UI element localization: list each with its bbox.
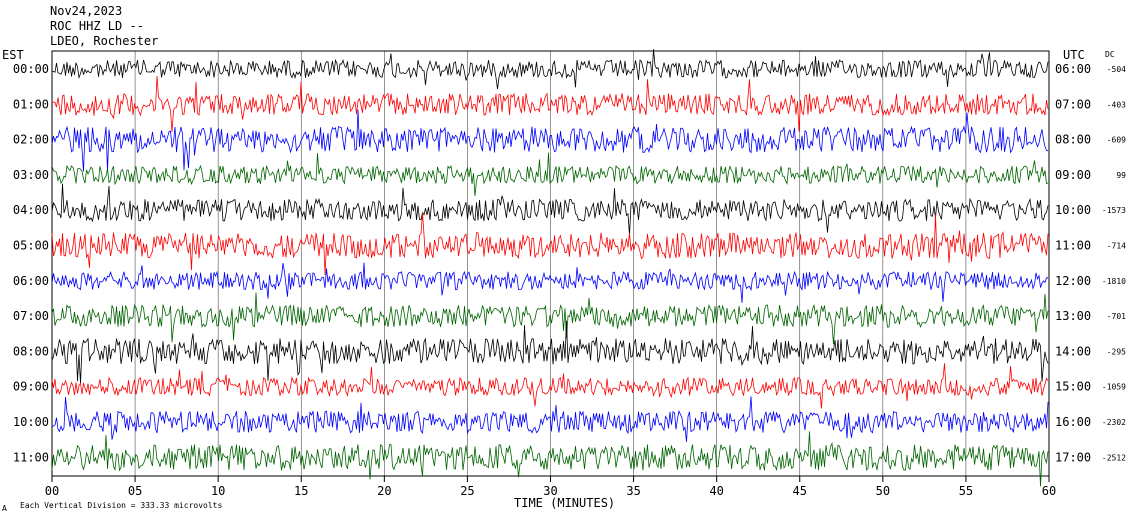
- x-tick-label-20: 20: [377, 484, 391, 498]
- est-hour-label: 04:00: [13, 203, 49, 217]
- x-tick-label-25: 25: [460, 484, 474, 498]
- utc-hour-label: 07:00: [1055, 97, 1091, 111]
- dc-offset-value: -609: [1107, 136, 1126, 145]
- est-hour-label: 02:00: [13, 133, 49, 147]
- x-tick-label-30: 30: [543, 484, 557, 498]
- trace-0000: [51, 48, 1049, 89]
- trace-0300: [51, 152, 1049, 196]
- utc-hour-label: 12:00: [1055, 274, 1091, 288]
- dc-offset-value: -504: [1107, 65, 1126, 74]
- x-tick-label-45: 45: [793, 484, 807, 498]
- est-hour-label: 09:00: [13, 380, 49, 394]
- est-hour-label: 00:00: [13, 62, 49, 76]
- trace-0500: [51, 212, 1049, 276]
- x-tick-label-05: 05: [128, 484, 142, 498]
- est-hour-label: 11:00: [13, 450, 49, 464]
- x-tick-label-10: 10: [211, 484, 225, 498]
- est-hour-label: 10:00: [13, 415, 49, 429]
- x-tick-label-40: 40: [709, 484, 723, 498]
- x-tick-label-55: 55: [959, 484, 973, 498]
- header-network: LDEO, Rochester: [50, 34, 159, 48]
- left-zone-label: EST: [2, 48, 24, 62]
- dc-offset-value: -1059: [1102, 383, 1126, 392]
- utc-hour-label: 11:00: [1055, 239, 1091, 253]
- utc-hour-label: 10:00: [1055, 203, 1091, 217]
- est-hour-label: 07:00: [13, 309, 49, 323]
- trace-0800: [51, 320, 1049, 384]
- utc-hour-label: 16:00: [1055, 415, 1091, 429]
- header-date: Nov24,2023: [50, 4, 123, 18]
- dc-offset-value: -2302: [1102, 418, 1126, 427]
- dc-header: DC: [1105, 50, 1115, 59]
- scale-prefix: A: [2, 504, 7, 513]
- dc-offset-value: -701: [1107, 312, 1126, 321]
- dc-offset-value: 99: [1116, 171, 1126, 180]
- x-tick-label-60: 60: [1042, 484, 1056, 498]
- utc-hour-label: 14:00: [1055, 344, 1091, 358]
- utc-hour-label: 09:00: [1055, 168, 1091, 182]
- dc-offset-value: -714: [1107, 242, 1126, 251]
- est-hour-label: 03:00: [13, 168, 49, 182]
- dc-offset-value: -295: [1107, 347, 1126, 356]
- trace-0700: [51, 292, 1049, 345]
- dc-offset-value: -2512: [1102, 453, 1126, 462]
- est-hour-label: 08:00: [13, 344, 49, 358]
- trace-1100: [51, 431, 1049, 487]
- scale-note: Each Vertical Division = 333.33 microvol…: [20, 501, 223, 510]
- x-tick-label-35: 35: [626, 484, 640, 498]
- utc-hour-label: 17:00: [1055, 450, 1091, 464]
- dc-offset-value: -1573: [1102, 206, 1126, 215]
- x-tick-label-00: 00: [45, 484, 59, 498]
- dc-offset-value: -403: [1107, 100, 1126, 109]
- trace-0900: [51, 363, 1049, 409]
- est-hour-label: 01:00: [13, 97, 49, 111]
- header-station: ROC HHZ LD --: [50, 19, 144, 33]
- est-hour-label: 06:00: [13, 274, 49, 288]
- utc-hour-label: 15:00: [1055, 380, 1091, 394]
- est-hour-label: 05:00: [13, 239, 49, 253]
- trace-0200: [51, 109, 1049, 172]
- trace-0100: [51, 75, 1049, 133]
- trace-0400: [51, 183, 1049, 236]
- utc-hour-label: 13:00: [1055, 309, 1091, 323]
- x-tick-label-50: 50: [876, 484, 890, 498]
- x-axis-title: TIME (MINUTES): [514, 496, 616, 510]
- trace-0600: [51, 262, 1049, 303]
- right-zone-label: UTC: [1063, 48, 1085, 62]
- utc-hour-label: 08:00: [1055, 133, 1091, 147]
- dc-offset-value: -1810: [1102, 277, 1126, 286]
- utc-hour-label: 06:00: [1055, 62, 1091, 76]
- trace-1000: [51, 396, 1049, 442]
- x-tick-label-15: 15: [294, 484, 308, 498]
